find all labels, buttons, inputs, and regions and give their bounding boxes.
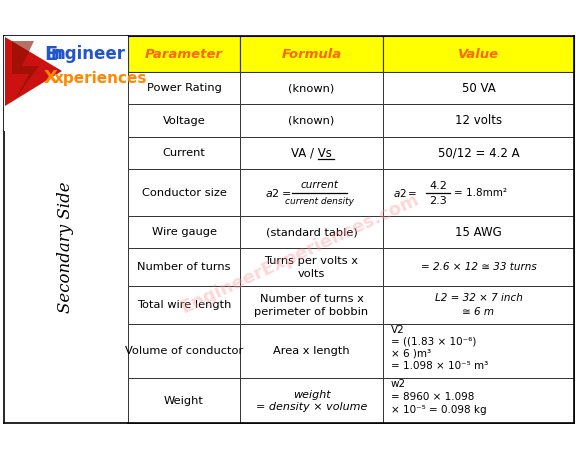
Bar — [128, 36, 240, 72]
Bar — [240, 72, 383, 104]
Text: × 10⁻⁵ = 0.098 kg: × 10⁻⁵ = 0.098 kg — [391, 405, 487, 415]
Bar — [240, 137, 383, 169]
Text: (known): (known) — [289, 83, 335, 93]
Text: V2: V2 — [391, 325, 405, 335]
Text: Total wire length: Total wire length — [137, 300, 231, 310]
Text: = ((1.83 × 10⁻⁶): = ((1.83 × 10⁻⁶) — [391, 337, 476, 347]
Text: Secondary Side: Secondary Side — [58, 182, 74, 313]
Bar — [383, 169, 574, 216]
Text: Volume of conductor: Volume of conductor — [125, 346, 243, 356]
Text: n: n — [51, 45, 63, 63]
Text: weight: weight — [293, 390, 330, 400]
Bar — [240, 378, 383, 423]
Text: X: X — [44, 69, 58, 87]
Text: current density: current density — [285, 197, 354, 206]
Text: E: E — [44, 45, 57, 64]
Text: Parameter: Parameter — [145, 47, 223, 61]
Bar — [383, 324, 574, 378]
Bar — [128, 378, 240, 423]
Text: Turns per volts x
volts: Turns per volts x volts — [264, 255, 358, 279]
Bar — [383, 36, 574, 72]
Text: = 2.6 × 12 ≅ 33 turns: = 2.6 × 12 ≅ 33 turns — [420, 262, 536, 272]
Text: Area x length: Area x length — [273, 346, 350, 356]
Text: Number of turns x
perimeter of bobbin: Number of turns x perimeter of bobbin — [255, 293, 369, 317]
Text: × 6 )m³: × 6 )m³ — [391, 349, 431, 359]
Bar — [383, 378, 574, 423]
Text: Wire gauge: Wire gauge — [151, 227, 217, 237]
Text: VA / Vs: VA / Vs — [291, 146, 332, 159]
Text: Current: Current — [162, 148, 206, 158]
Polygon shape — [5, 37, 62, 106]
Bar — [240, 36, 383, 72]
Text: $a2 =$: $a2 =$ — [266, 187, 291, 199]
Bar — [383, 137, 574, 169]
Text: L2 = 32 × 7 inch: L2 = 32 × 7 inch — [434, 293, 522, 303]
Bar — [240, 216, 383, 248]
Text: ≅ 6 m: ≅ 6 m — [463, 307, 495, 317]
Text: 2.3: 2.3 — [429, 196, 447, 206]
Bar — [128, 137, 240, 169]
Text: $a2 =$: $a2 =$ — [393, 187, 418, 199]
Text: Voltage: Voltage — [162, 116, 206, 126]
Bar — [240, 104, 383, 137]
Bar — [128, 286, 240, 324]
Bar — [128, 324, 240, 378]
Bar — [383, 248, 574, 286]
Text: 50 VA: 50 VA — [461, 82, 495, 95]
Bar — [128, 104, 240, 137]
Text: w2: w2 — [391, 379, 406, 390]
Bar — [383, 216, 574, 248]
Text: Value: Value — [458, 47, 499, 61]
Text: = density × volume: = density × volume — [256, 402, 367, 412]
Text: 15 AWG: 15 AWG — [455, 226, 502, 239]
Text: = 1.098 × 10⁻⁵ m³: = 1.098 × 10⁻⁵ m³ — [391, 361, 488, 371]
Text: 4.2: 4.2 — [429, 181, 447, 191]
Text: Power Rating: Power Rating — [146, 83, 221, 93]
Text: EngineerExperiences.com: EngineerExperiences.com — [178, 191, 422, 317]
Bar — [240, 169, 383, 216]
Text: Weight: Weight — [164, 395, 204, 405]
Bar — [383, 72, 574, 104]
Text: (known): (known) — [289, 116, 335, 126]
Text: 50/12 = 4.2 A: 50/12 = 4.2 A — [438, 146, 520, 159]
Bar — [240, 248, 383, 286]
Text: ngineer: ngineer — [54, 45, 126, 63]
Bar — [383, 286, 574, 324]
Bar — [128, 169, 240, 216]
Bar — [128, 72, 240, 104]
Text: (standard table): (standard table) — [266, 227, 357, 237]
Bar — [4, 36, 128, 131]
Polygon shape — [12, 41, 39, 101]
Bar — [128, 248, 240, 286]
Bar — [240, 286, 383, 324]
Text: Number of turns: Number of turns — [137, 262, 231, 272]
Text: Formula: Formula — [281, 47, 342, 61]
Bar — [383, 104, 574, 137]
Text: = 1.8mm²: = 1.8mm² — [454, 188, 507, 198]
Text: current: current — [301, 180, 339, 190]
Bar — [128, 216, 240, 248]
Text: Conductor size: Conductor size — [142, 188, 226, 198]
Bar — [240, 324, 383, 378]
Text: = 8960 × 1.098: = 8960 × 1.098 — [391, 392, 475, 402]
Text: xperiences: xperiences — [54, 71, 147, 85]
Text: 12 volts: 12 volts — [455, 114, 502, 127]
